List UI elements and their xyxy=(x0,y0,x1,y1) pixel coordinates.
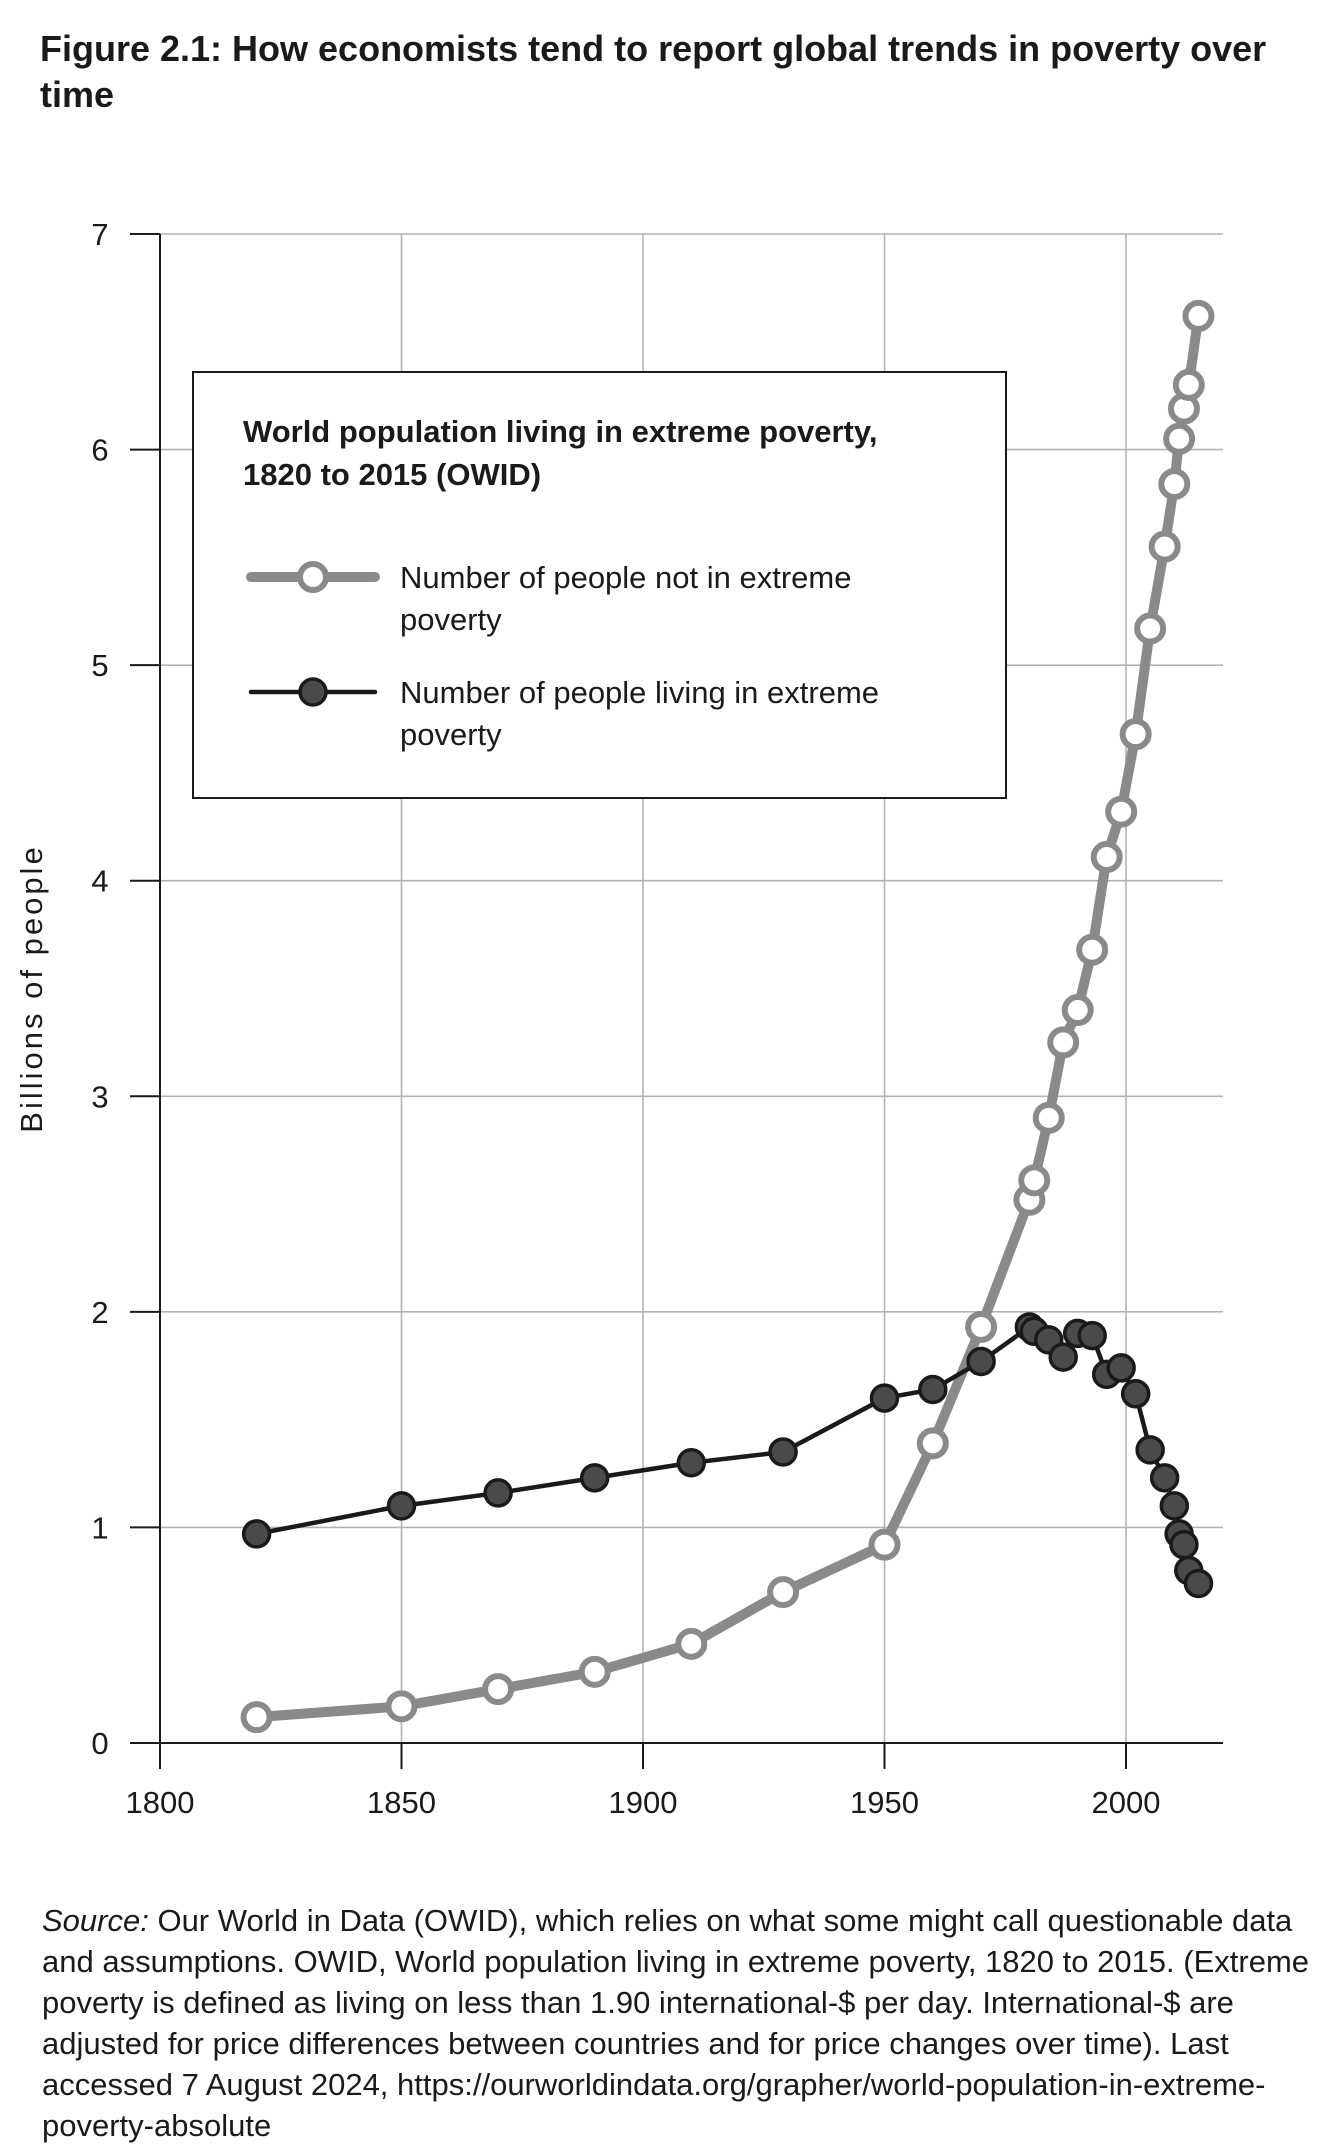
y-axis-label: Billions of people xyxy=(14,844,49,1132)
legend-label-not-in-extreme-poverty: poverty xyxy=(400,602,502,637)
y-tick-label: 7 xyxy=(91,217,108,252)
chart: 0 1 2 3 4 5 6 7 1800 1850 1900 1950 2000 Billions of … xyxy=(14,217,1223,1820)
legend-label-in-extreme-poverty: Number of people living in extreme xyxy=(400,675,879,710)
point-in-extreme-poverty xyxy=(579,1463,610,1493)
point-not-in-extreme-poverty xyxy=(1182,299,1215,332)
point-not-in-extreme-poverty xyxy=(916,1427,949,1460)
point-not-in-extreme-poverty xyxy=(1032,1101,1065,1134)
legend-label-not-in-extreme-poverty: Number of people not in extreme xyxy=(400,560,851,595)
point-not-in-extreme-poverty xyxy=(675,1627,708,1660)
legend-label-in-extreme-poverty: poverty xyxy=(400,717,502,752)
point-not-in-extreme-poverty xyxy=(1076,933,1109,966)
legend-swatch-marker-not-in-extreme-poverty xyxy=(297,561,329,593)
point-not-in-extreme-poverty xyxy=(385,1690,418,1723)
source-label: Source: xyxy=(42,1903,149,1938)
point-in-extreme-poverty xyxy=(1149,1463,1180,1493)
legend-swatch-marker-in-extreme-poverty xyxy=(298,677,328,707)
point-not-in-extreme-poverty xyxy=(1061,994,1094,1027)
point-in-extreme-poverty xyxy=(1077,1320,1107,1351)
point-in-extreme-poverty xyxy=(241,1519,272,1549)
point-in-extreme-poverty xyxy=(1135,1435,1165,1465)
point-in-extreme-poverty xyxy=(676,1448,707,1478)
point-not-in-extreme-poverty xyxy=(868,1528,901,1561)
y-tick-label: 4 xyxy=(91,864,108,899)
legend-title-line: World population living in extreme pover… xyxy=(243,414,877,449)
point-in-extreme-poverty xyxy=(1048,1342,1078,1372)
y-tick-label: 6 xyxy=(91,433,108,468)
point-not-in-extreme-poverty xyxy=(1119,718,1152,751)
point-not-in-extreme-poverty xyxy=(1148,530,1181,563)
point-not-in-extreme-poverty xyxy=(1158,468,1191,501)
source-text: Our World in Data (OWID), which relies o… xyxy=(42,1903,1310,2143)
y-tick-label: 0 xyxy=(91,1726,108,1761)
x-tick-label: 2000 xyxy=(1092,1785,1161,1820)
point-not-in-extreme-poverty xyxy=(1172,368,1205,401)
point-in-extreme-poverty xyxy=(1169,1529,1199,1560)
x-tick-label: 1950 xyxy=(850,1785,919,1820)
point-in-extreme-poverty xyxy=(1120,1379,1151,1409)
point-in-extreme-poverty xyxy=(1183,1568,1214,1599)
y-tick-label: 3 xyxy=(91,1079,108,1114)
point-not-in-extreme-poverty xyxy=(482,1673,515,1706)
y-tick-label: 2 xyxy=(91,1295,108,1330)
point-in-extreme-poverty xyxy=(386,1491,417,1521)
legend-box xyxy=(192,371,1007,799)
point-not-in-extreme-poverty xyxy=(1163,422,1196,455)
y-tick-label: 5 xyxy=(91,648,108,683)
point-not-in-extreme-poverty xyxy=(1134,612,1167,645)
point-not-in-extreme-poverty xyxy=(1047,1026,1080,1059)
source-note: Source: Our World in Data (OWID), which … xyxy=(42,1900,1312,2146)
point-not-in-extreme-poverty xyxy=(240,1701,273,1734)
point-in-extreme-poverty xyxy=(483,1478,513,1508)
y-tick-label: 1 xyxy=(91,1510,108,1545)
point-in-extreme-poverty xyxy=(1106,1353,1136,1383)
point-in-extreme-poverty xyxy=(918,1374,948,1405)
point-not-in-extreme-poverty xyxy=(965,1310,998,1343)
point-not-in-extreme-poverty xyxy=(1018,1164,1051,1197)
x-tick-label: 1850 xyxy=(367,1785,436,1820)
x-tick-label: 1900 xyxy=(609,1785,678,1820)
point-not-in-extreme-poverty xyxy=(1090,841,1123,874)
point-not-in-extreme-poverty xyxy=(767,1576,800,1609)
legend-title-line: 1820 to 2015 (OWID) xyxy=(243,457,541,492)
point-not-in-extreme-poverty xyxy=(578,1655,611,1688)
point-in-extreme-poverty xyxy=(869,1383,900,1413)
x-tick-label: 1800 xyxy=(126,1785,195,1820)
figure-title: Figure 2.1: How economists tend to repor… xyxy=(40,28,1267,115)
point-not-in-extreme-poverty xyxy=(1105,795,1138,828)
point-in-extreme-poverty xyxy=(1159,1491,1190,1521)
point-in-extreme-poverty xyxy=(768,1437,798,1467)
point-in-extreme-poverty xyxy=(966,1346,996,1377)
